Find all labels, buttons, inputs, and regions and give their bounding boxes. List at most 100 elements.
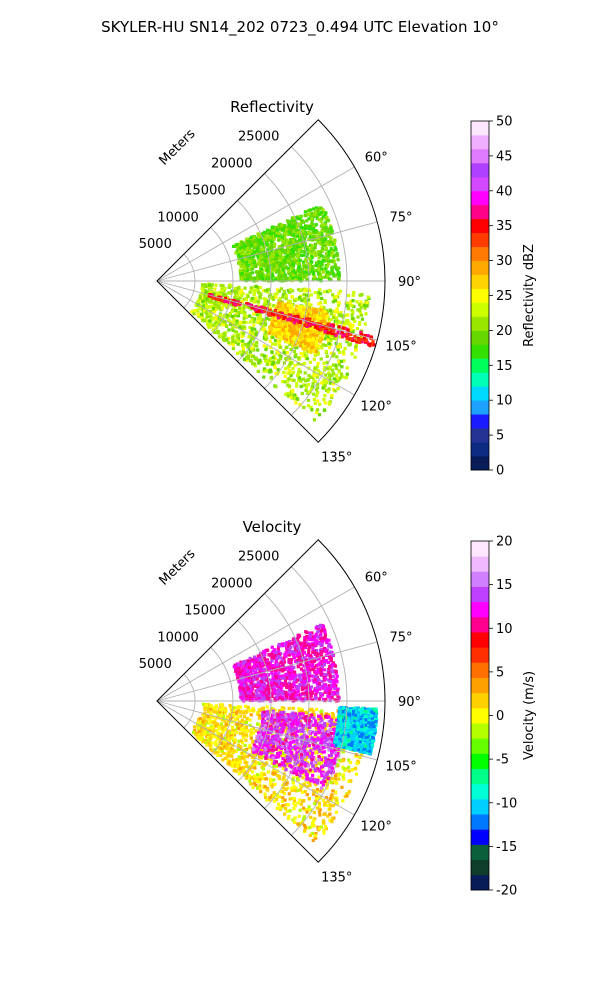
echo-pixel	[328, 365, 332, 369]
echo-pixel	[307, 302, 311, 306]
echo-pixel	[292, 378, 296, 382]
echo-pixel	[312, 214, 316, 218]
echo-pixel	[324, 237, 328, 241]
echo-pixel	[305, 635, 309, 639]
echo-pixel	[257, 259, 261, 263]
echo-pixel	[255, 340, 259, 345]
echo-pixel	[359, 300, 363, 304]
echo-pixel	[249, 677, 253, 681]
echo-pixel	[284, 654, 288, 658]
echo-pixel	[345, 340, 349, 344]
echo-pixel	[352, 305, 356, 309]
echo-pixel	[340, 330, 344, 334]
echo-pixel	[236, 333, 240, 338]
echo-pixel	[355, 300, 359, 304]
echo-pixel	[346, 313, 350, 317]
echo-pixel	[347, 343, 351, 347]
echo-pixel	[293, 223, 297, 227]
echo-pixel	[234, 665, 238, 669]
echo-pixel	[287, 653, 291, 657]
echo-pixel	[283, 224, 287, 228]
echo-pixel	[241, 339, 245, 343]
echo-pixel	[277, 232, 281, 236]
echo-pixel	[288, 242, 292, 246]
echo-pixel	[319, 694, 323, 699]
echo-pixel	[306, 668, 310, 672]
echo-pixel	[312, 378, 316, 382]
echo-pixel	[262, 306, 266, 310]
echo-pixel	[320, 261, 324, 266]
echo-pixel	[271, 335, 275, 339]
echo-pixel	[271, 297, 276, 301]
colorbar-tick-label: 10	[496, 394, 513, 409]
echo-pixel	[296, 664, 300, 668]
echo-pixel	[277, 671, 281, 675]
echo-pixel	[270, 252, 274, 256]
colorbar-bin	[471, 400, 489, 415]
echo-pixel	[305, 662, 309, 666]
echo-pixel	[305, 672, 309, 676]
echo-pixel	[307, 383, 311, 387]
echo-pixel	[203, 308, 207, 312]
echo-pixel	[276, 305, 280, 309]
echo-pixel	[320, 381, 324, 385]
echo-pixel	[282, 643, 286, 647]
echo-pixel	[296, 689, 300, 693]
echo-pixel	[305, 248, 309, 252]
echo-pixel	[247, 268, 251, 272]
echo-pixel	[214, 283, 218, 287]
echo-pixel	[327, 371, 331, 375]
echo-pixel	[289, 254, 293, 258]
echo-pixel	[321, 697, 326, 701]
echo-pixel	[316, 361, 320, 365]
echo-pixel	[360, 317, 364, 321]
echo-pixel	[321, 343, 325, 347]
echo-pixel	[263, 356, 267, 360]
echo-pixel	[363, 322, 367, 326]
echo-pixel	[300, 253, 304, 257]
echo-pixel	[227, 291, 231, 295]
echo-pixel	[298, 222, 302, 226]
echo-pixel	[307, 691, 312, 695]
colorbar-tick-label: 50	[496, 115, 513, 130]
echo-pixel	[273, 681, 277, 685]
echo-pixel	[311, 385, 315, 389]
echo-pixel	[280, 643, 284, 647]
echo-pixel	[223, 287, 227, 291]
echo-pixel	[310, 243, 314, 248]
echo-pixel	[330, 253, 334, 257]
echo-pixel	[289, 666, 293, 670]
echo-pixel	[288, 248, 292, 252]
echo-pixel	[319, 632, 323, 636]
echo-pixel	[248, 656, 252, 660]
echo-pixel	[227, 328, 231, 332]
echo-pixel	[245, 664, 249, 668]
echo-pixel	[233, 290, 237, 294]
echo-pixel	[314, 336, 318, 340]
echo-pixel	[277, 652, 281, 656]
echo-pixel	[297, 324, 301, 328]
echo-pixel	[209, 305, 214, 309]
echo-pixel	[219, 298, 223, 302]
echo-pixel	[248, 242, 253, 246]
echo-pixel	[327, 691, 331, 695]
echo-pixel	[313, 644, 317, 648]
colorbar-bin	[471, 232, 489, 248]
echo-pixel	[268, 688, 272, 692]
echo-pixel	[335, 268, 340, 272]
echo-pixel	[274, 259, 278, 263]
echo-pixel	[271, 260, 275, 264]
echo-pixel	[243, 683, 247, 687]
echo-pixel	[200, 316, 204, 320]
echo-pixel	[339, 311, 343, 315]
echo-pixel	[282, 255, 286, 259]
echo-pixel	[245, 268, 249, 273]
echo-pixel	[287, 648, 291, 652]
echo-pixel	[278, 253, 282, 257]
echo-pixel	[236, 298, 240, 302]
echo-pixel	[335, 674, 339, 678]
echo-pixel	[320, 659, 324, 663]
echo-pixel	[275, 656, 280, 660]
echo-pixel	[319, 327, 323, 331]
